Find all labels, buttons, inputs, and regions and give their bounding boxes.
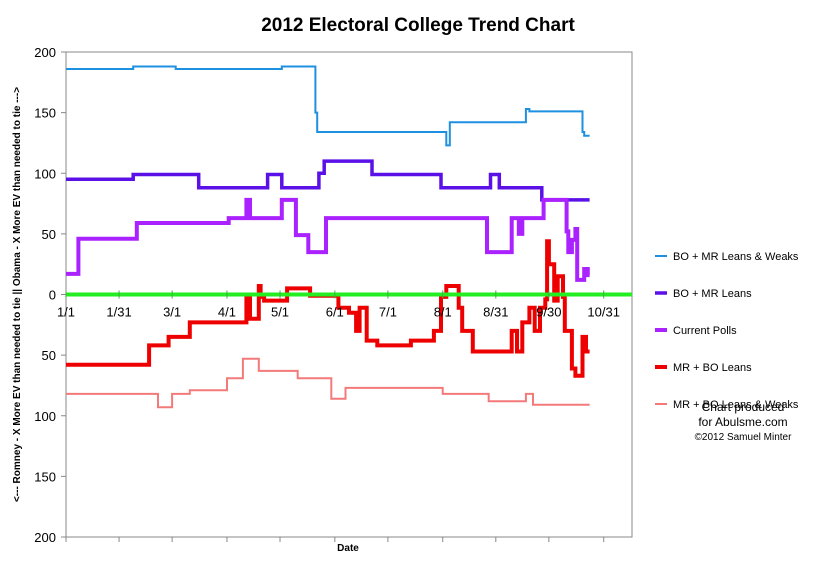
x-tick-label: 5/1	[271, 305, 289, 320]
y-tick-label: 0	[49, 288, 56, 303]
y-tick-label: 200	[34, 530, 56, 545]
series-line-2	[66, 159, 590, 202]
legend-label: MR + BO Leans & Weaks	[673, 399, 799, 411]
x-tick-label: 3/1	[163, 305, 181, 320]
y-tick-label: 50	[42, 348, 56, 363]
y-tick-label: 100	[34, 409, 56, 424]
chart-title: 2012 Electoral College Trend Chart	[261, 15, 575, 36]
y-tick-label: 150	[34, 106, 56, 121]
legend-label: BO + MR Leans	[673, 288, 752, 300]
y-axis-label: <--- Romney - X More EV than needed to t…	[12, 87, 23, 502]
y-tick-label: 200	[34, 45, 56, 60]
y-tick-label: 100	[34, 166, 56, 181]
x-tick-label: 6/1	[326, 305, 344, 320]
credit-block: Chart produced for Abulsme.com ©2012 Sam…	[695, 400, 793, 443]
plot-area	[65, 51, 633, 538]
x-tick-label: 10/31	[587, 305, 620, 320]
credit-line-2: for Abulsme.com	[698, 415, 787, 429]
series-line-3	[66, 197, 590, 282]
x-axis-ticks: 1/1 1/31 3/1 4/1 5/1 6/1 7/1 8/1 8/31 9/30 10/31	[57, 305, 620, 542]
series-line-5	[66, 357, 590, 409]
y-tick-label: 150	[34, 469, 56, 484]
x-tick-label: 1/1	[57, 305, 75, 320]
x-tick-label: 8/31	[483, 305, 508, 320]
y-axis-ticks: 200 150 100 50 0 50 100 150 200	[34, 45, 66, 545]
x-tick-label: 8/1	[434, 305, 452, 320]
y-tick-label: 50	[42, 227, 56, 242]
series-line-1	[66, 65, 590, 147]
x-tick-label: 4/1	[218, 305, 236, 320]
x-tick-label: 7/1	[379, 305, 397, 320]
legend-label: MR + BO Leans	[673, 362, 752, 374]
series-layer	[65, 65, 632, 409]
x-tick-label: 9/30	[536, 305, 561, 320]
credit-line-1: Chart produced	[702, 400, 785, 414]
credit-line-3: ©2012 Samuel Minter	[695, 432, 793, 443]
x-tick-label: 1/31	[106, 305, 131, 320]
legend: BO + MR Leans & Weaks BO + MR Leans Curren…	[655, 251, 799, 411]
x-axis-label: Date	[337, 543, 359, 554]
legend-label: BO + MR Leans & Weaks	[673, 251, 799, 263]
legend-label: Current Polls	[673, 325, 737, 337]
